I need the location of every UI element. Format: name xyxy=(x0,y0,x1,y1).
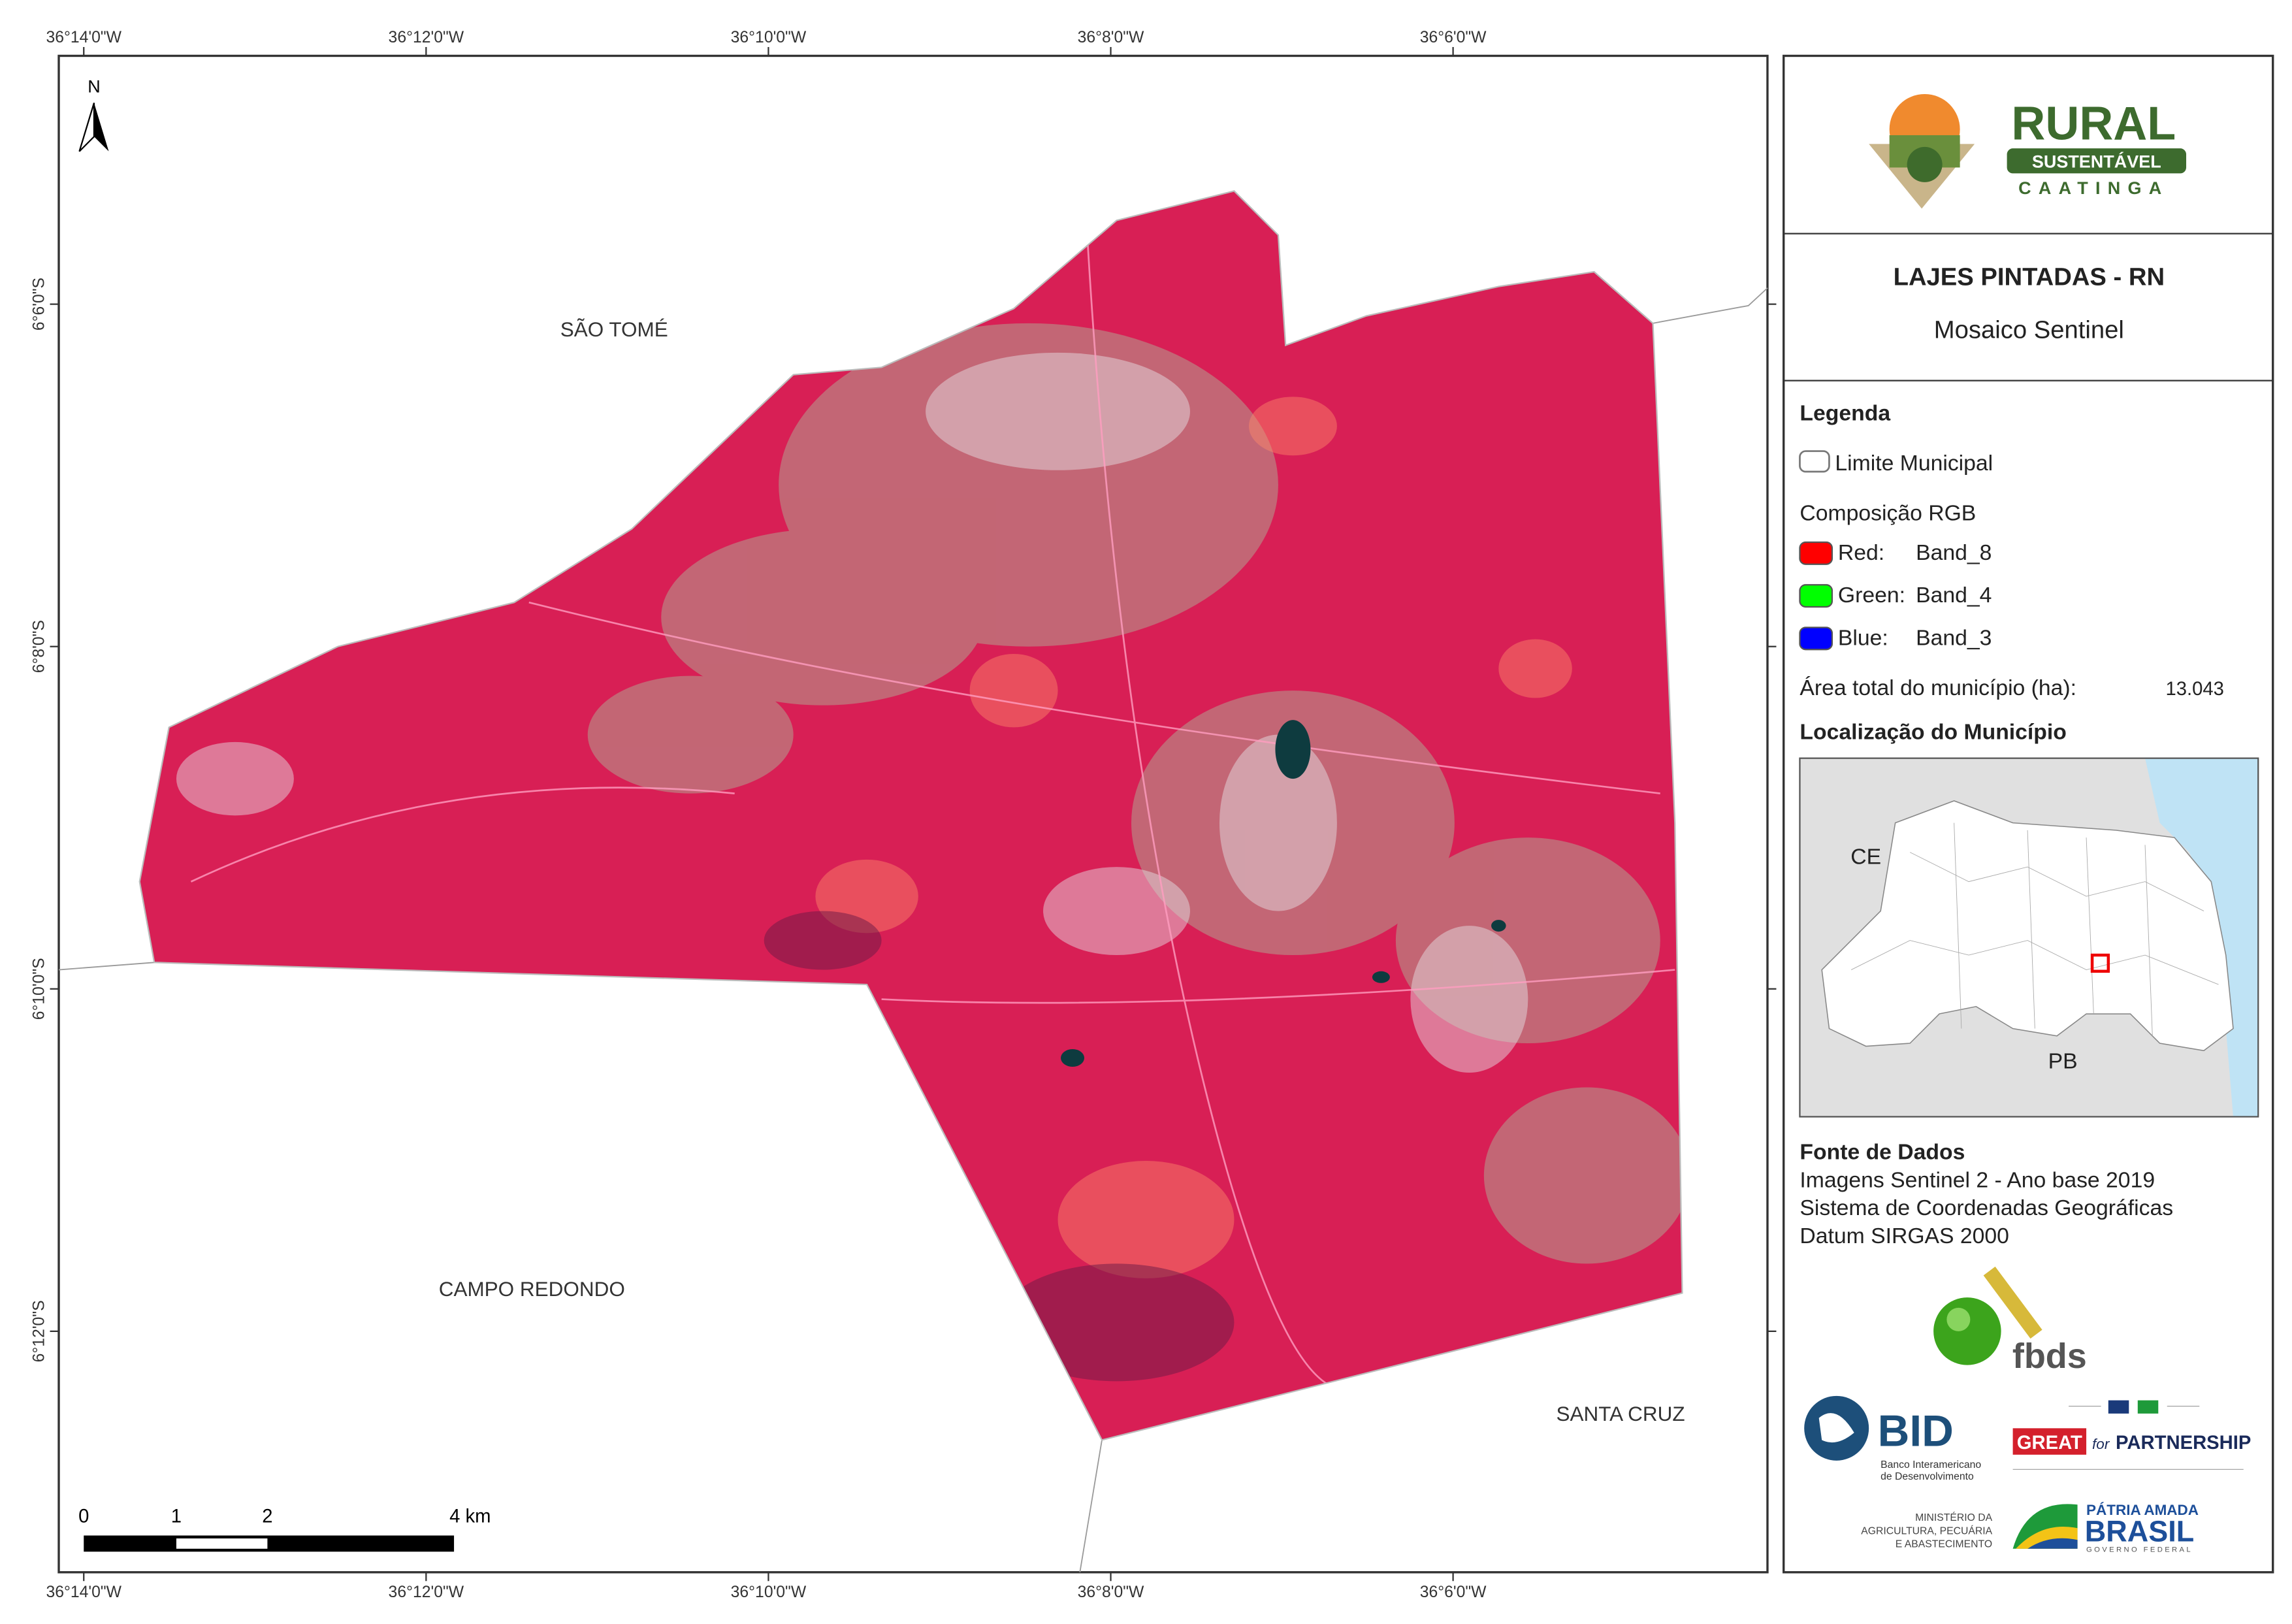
area-value: 13.043 xyxy=(2166,679,2224,700)
place-label: CAMPO REDONDO xyxy=(439,1277,625,1301)
logo-text: RURAL xyxy=(2011,98,2176,150)
logo-text: E ABASTECIMENTO xyxy=(1896,1539,1992,1550)
graticule: 36°14'0"W 36°14'0"W 36°12'0"W 36°12'0"W 36°1… xyxy=(31,29,1777,1601)
legend-band: Band_4 xyxy=(1916,583,1992,608)
side-panel: RURAL SUSTENTÁVEL CAATINGA LAJES PINTADA… xyxy=(1783,54,2274,1574)
legend-swatch xyxy=(1799,541,1833,565)
logo-rural: RURAL SUSTENTÁVEL CAATINGA xyxy=(1869,93,2187,209)
logo-great: GREAT for PARTNERSHIP xyxy=(2012,1400,2251,1470)
legend-channel: Red: xyxy=(1838,540,1884,565)
satellite-mosaic xyxy=(139,191,1683,1440)
logo-text: AGRICULTURA, PECUÁRIA xyxy=(1861,1524,1992,1536)
place-label: SÃO TOMÉ xyxy=(560,317,668,341)
legend-swatch xyxy=(1799,450,1830,473)
lon-label: 36°6'0"W xyxy=(1420,1583,1487,1601)
lat-label: 6°10'0"S xyxy=(31,958,48,1020)
location-heading: Localização do Município xyxy=(1800,719,2066,744)
legend-bands: Red: Band_8 Green: Band_4 Blue: Band_3 xyxy=(1799,540,1992,651)
logo-government: MINISTÉRIO DA AGRICULTURA, PECUÁRIA E AB… xyxy=(1861,1502,2199,1553)
scale-bar: 0 1 2 4 km xyxy=(78,1506,491,1552)
logo-text: for xyxy=(2092,1436,2110,1452)
legend-swatch xyxy=(1799,626,1833,651)
panel-title: LAJES PINTADAS - RN xyxy=(1894,263,2165,291)
logo-text: MINISTÉRIO DA xyxy=(1915,1511,1993,1523)
inset-label: CE xyxy=(1850,845,1881,869)
inset-label: PB xyxy=(2048,1048,2078,1073)
legend-subheading: Composição RGB xyxy=(1800,500,1976,525)
legend-band: Band_3 xyxy=(1916,625,1992,650)
lat-label: 6°8'0"S xyxy=(31,620,48,673)
source-line: Datum SIRGAS 2000 xyxy=(1800,1224,2009,1248)
place-label: SANTA CRUZ xyxy=(1556,1402,1685,1425)
logo-text: de Desenvolvimento xyxy=(1880,1471,1974,1482)
source-line: Sistema de Coordenadas Geográficas xyxy=(1800,1195,2173,1220)
logo-text: PÁTRIA AMADA xyxy=(2086,1502,2199,1518)
lon-label: 36°10'0"W xyxy=(731,29,807,46)
logo-text: GOVERNO FEDERAL xyxy=(2086,1546,2193,1553)
logo-text: CAATINGA xyxy=(2018,178,2169,198)
logo-text: GREAT xyxy=(2017,1433,2082,1453)
lon-label: 36°8'0"W xyxy=(1078,1583,1144,1601)
lat-label: 6°12'0"S xyxy=(31,1300,48,1362)
panel-subtitle: Mosaico Sentinel xyxy=(1934,316,2124,344)
north-label: N xyxy=(88,77,101,97)
legend-heading: Legenda xyxy=(1800,400,1890,425)
lon-label: 36°14'0"W xyxy=(46,29,121,46)
logo-text: Banco Interamericano xyxy=(1880,1459,1981,1470)
north-arrow: N xyxy=(78,77,109,152)
scale-label: 4 km xyxy=(449,1506,491,1527)
inset-map: CE PB xyxy=(1799,757,2259,1118)
legend-swatch xyxy=(1799,584,1833,608)
lon-label: 36°8'0"W xyxy=(1078,29,1144,46)
logo-text: BID xyxy=(1878,1406,1954,1455)
legend-channel: Blue: xyxy=(1838,625,1888,650)
legend-item: Limite Municipal xyxy=(1835,451,1993,476)
sources-heading: Fonte de Dados xyxy=(1800,1140,1965,1165)
source-line: Imagens Sentinel 2 - Ano base 2019 xyxy=(1800,1167,2155,1192)
lon-label: 36°10'0"W xyxy=(731,1583,807,1601)
lat-label: 6°6'0"S xyxy=(31,278,48,331)
scale-label: 1 xyxy=(171,1506,182,1527)
logo-text: BRASIL xyxy=(2085,1515,2194,1548)
scale-label: 2 xyxy=(262,1506,272,1527)
legend-band: Band_8 xyxy=(1916,540,1992,565)
lon-label: 36°14'0"W xyxy=(46,1583,121,1601)
logo-text: fbds xyxy=(2012,1337,2087,1376)
logo-text: SUSTENTÁVEL xyxy=(2032,151,2161,171)
logo-bid: BID Banco Interamericano de Desenvolvime… xyxy=(1804,1395,1981,1482)
area-label: Área total do município (ha): xyxy=(1800,675,2076,700)
lon-label: 36°12'0"W xyxy=(389,1583,464,1601)
lon-label: 36°6'0"W xyxy=(1420,29,1487,46)
scale-label: 0 xyxy=(78,1506,89,1527)
legend-channel: Green: xyxy=(1838,583,1905,608)
logo-text: PARTNERSHIP xyxy=(2116,1433,2251,1453)
lon-label: 36°12'0"W xyxy=(389,29,464,46)
municipal-boundary xyxy=(138,190,1683,1441)
neighbour-boundaries xyxy=(58,287,1768,1572)
logo-fbds: fbds xyxy=(1933,1266,2087,1376)
